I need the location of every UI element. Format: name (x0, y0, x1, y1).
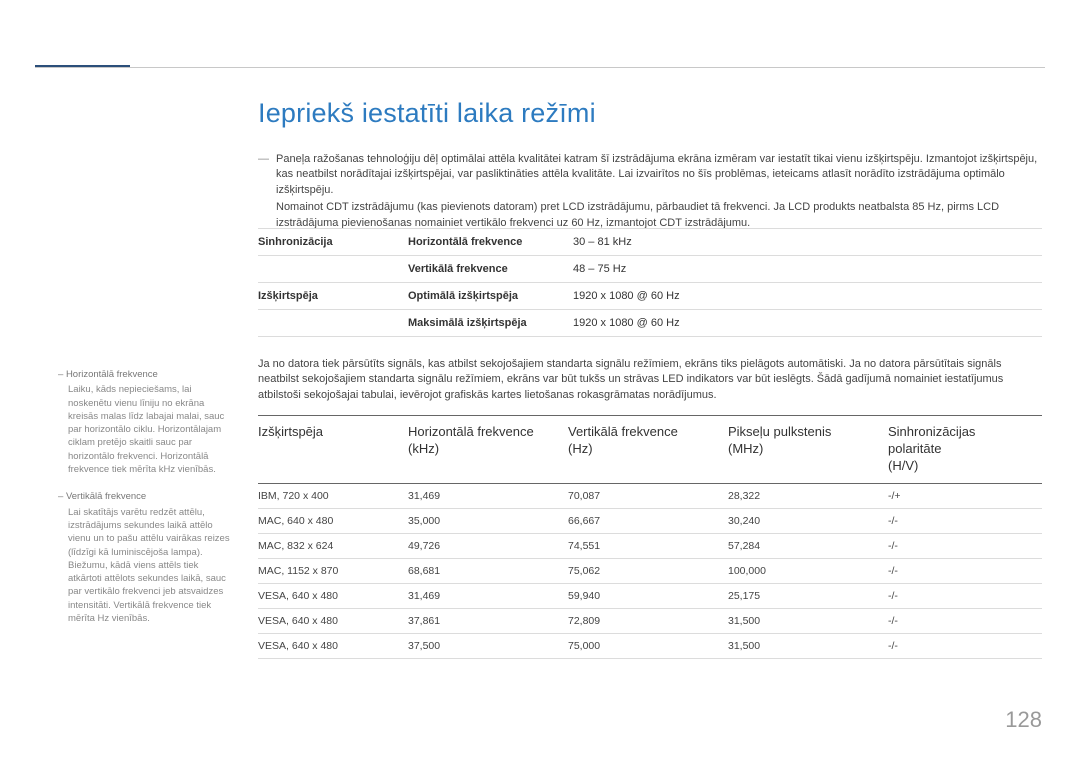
table-row: MAC, 832 x 62449,72674,55157,284-/- (258, 534, 1042, 559)
cell: 49,726 (408, 540, 568, 552)
cell: 66,667 (568, 515, 728, 527)
cell: VESA, 640 x 480 (258, 615, 408, 627)
top-rule (35, 67, 1045, 68)
cell: 35,000 (408, 515, 568, 527)
cell: 70,087 (568, 490, 728, 502)
table-row: MAC, 1152 x 87068,68175,062100,000-/- (258, 559, 1042, 584)
cell: -/- (888, 640, 1042, 652)
table-row: VESA, 640 x 48031,46959,94025,175-/- (258, 584, 1042, 609)
cell: IBM, 720 x 400 (258, 490, 408, 502)
spec-value: 1920 x 1080 @ 60 Hz (573, 317, 1042, 329)
dash-icon: ― (258, 152, 269, 167)
cell: -/- (888, 515, 1042, 527)
sidebar-item-desc: Lai skatītājs varētu redzēt attēlu, izst… (58, 506, 233, 626)
table-header-row: Izšķirtspēja Horizontālā frekvence (kHz)… (258, 415, 1042, 484)
spec-value: 30 – 81 kHz (573, 236, 1042, 248)
cell: VESA, 640 x 480 (258, 590, 408, 602)
spec-param: Horizontālā frekvence (408, 236, 573, 248)
cell: MAC, 1152 x 870 (258, 565, 408, 577)
spec-param: Maksimālā izšķirtspēja (408, 317, 573, 329)
cell: MAC, 832 x 624 (258, 540, 408, 552)
cell: VESA, 640 x 480 (258, 640, 408, 652)
cell: 72,809 (568, 615, 728, 627)
cell: -/- (888, 615, 1042, 627)
intro-block: ― Paneļa ražošanas tehnoloģiju dēļ optim… (258, 152, 1042, 233)
page-title: Iepriekš iestatīti laika režīmi (258, 98, 596, 129)
spec-value: 1920 x 1080 @ 60 Hz (573, 290, 1042, 302)
intro-p1: Paneļa ražošanas tehnoloģiju dēļ optimāl… (276, 152, 1042, 198)
cell: 31,500 (728, 640, 888, 652)
mid-text: Ja no datora tiek pārsūtīts signāls, kas… (258, 357, 1042, 403)
cell: 68,681 (408, 565, 568, 577)
col-header-resolution: Izšķirtspēja (258, 424, 408, 475)
col-header-polarity: Sinhronizācijas polaritāte (H/V) (888, 424, 1042, 475)
sidebar-item-desc: Laiku, kāds nepieciešams, lai noskenētu … (58, 383, 233, 476)
cell: 100,000 (728, 565, 888, 577)
table-row: VESA, 640 x 48037,50075,00031,500-/- (258, 634, 1042, 659)
cell: -/+ (888, 490, 1042, 502)
cell: 75,000 (568, 640, 728, 652)
col-header-hfreq: Horizontālā frekvence (kHz) (408, 424, 568, 475)
table-row: Sinhronizācija Horizontālā frekvence 30 … (258, 228, 1042, 256)
table-row: MAC, 640 x 48035,00066,66730,240-/- (258, 509, 1042, 534)
sidebar-item: Horizontālā frekvence Laiku, kāds nepiec… (58, 368, 233, 476)
cell: 31,469 (408, 490, 568, 502)
cell: 30,240 (728, 515, 888, 527)
page-number: 128 (1005, 707, 1042, 733)
spec-category: Izšķirtspēja (258, 290, 408, 302)
spec-value: 48 – 75 Hz (573, 263, 1042, 275)
cell: 31,500 (728, 615, 888, 627)
cell: -/- (888, 540, 1042, 552)
cell: 37,500 (408, 640, 568, 652)
spec-category (258, 263, 408, 275)
sidebar-item-label: Vertikālā frekvence (58, 490, 233, 503)
cell: 25,175 (728, 590, 888, 602)
cell: -/- (888, 590, 1042, 602)
col-header-vfreq: Vertikālā frekvence (Hz) (568, 424, 728, 475)
spec-category: Sinhronizācija (258, 236, 408, 248)
cell: 59,940 (568, 590, 728, 602)
cell: 28,322 (728, 490, 888, 502)
sidebar: Horizontālā frekvence Laiku, kāds nepiec… (58, 368, 233, 639)
intro-p2: Nomainot CDT izstrādājumu (kas pievienot… (276, 200, 1042, 231)
table-row: Vertikālā frekvence 48 – 75 Hz (258, 256, 1042, 283)
sidebar-item: Vertikālā frekvence Lai skatītājs varētu… (58, 490, 233, 625)
spec-category (258, 317, 408, 329)
table-row: IBM, 720 x 40031,46970,08728,322-/+ (258, 484, 1042, 509)
table-row: Maksimālā izšķirtspēja 1920 x 1080 @ 60 … (258, 310, 1042, 337)
cell: MAC, 640 x 480 (258, 515, 408, 527)
specs-table: Sinhronizācija Horizontālā frekvence 30 … (258, 228, 1042, 337)
sidebar-item-label: Horizontālā frekvence (58, 368, 233, 381)
cell: 74,551 (568, 540, 728, 552)
cell: 31,469 (408, 590, 568, 602)
cell: 75,062 (568, 565, 728, 577)
spec-param: Vertikālā frekvence (408, 263, 573, 275)
cell: 57,284 (728, 540, 888, 552)
cell: -/- (888, 565, 1042, 577)
col-header-pixclock: Pikseļu pulkstenis (MHz) (728, 424, 888, 475)
timing-modes-table: Izšķirtspēja Horizontālā frekvence (kHz)… (258, 415, 1042, 659)
cell: 37,861 (408, 615, 568, 627)
spec-param: Optimālā izšķirtspēja (408, 290, 573, 302)
table-row: Izšķirtspēja Optimālā izšķirtspēja 1920 … (258, 283, 1042, 310)
table-row: VESA, 640 x 48037,86172,80931,500-/- (258, 609, 1042, 634)
